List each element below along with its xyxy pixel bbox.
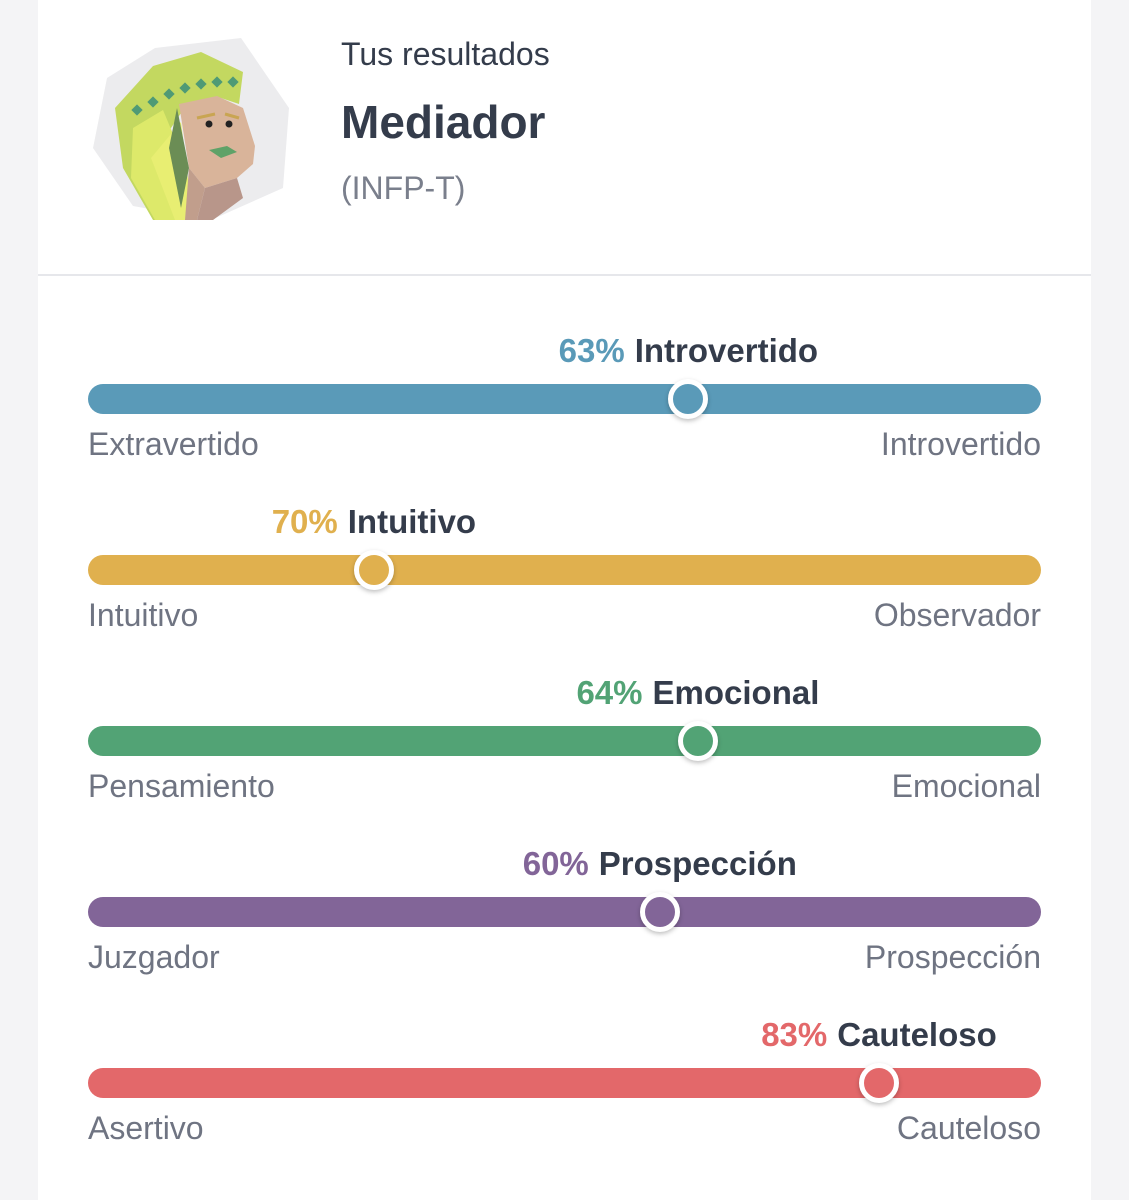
results-subtitle: Tus resultados [341, 36, 550, 72]
trait-identity: 83% Cauteloso Asertivo Cauteloso [88, 1016, 1041, 1156]
trait-bar [88, 897, 1041, 927]
trait-percent: 83% [761, 1016, 828, 1053]
trait-right-label: Cauteloso [896, 1110, 1041, 1146]
trait-knob[interactable] [677, 721, 718, 761]
personality-type-code: (INFP-T) [341, 170, 466, 206]
trait-label: 70% Intuitivo [272, 503, 476, 541]
trait-right-label: Emocional [891, 768, 1041, 804]
trait-percent: 63% [558, 332, 625, 369]
trait-right-label: Prospección [864, 939, 1041, 975]
trait-knob[interactable] [353, 550, 394, 590]
trait-energy: 70% Intuitivo Intuitivo Observador [88, 503, 1041, 643]
mediator-avatar-icon [93, 38, 289, 220]
trait-right-label: Introvertido [880, 426, 1041, 462]
trait-bar [88, 555, 1041, 585]
trait-nature: 64% Emocional Pensamiento Emocional [88, 674, 1041, 814]
trait-left-label: Asertivo [88, 1110, 204, 1146]
trait-bar [88, 726, 1041, 756]
trait-name: Emocional [652, 674, 820, 711]
personality-type-title: Mediador [341, 96, 546, 148]
trait-label: 63% Introvertido [559, 332, 818, 370]
trait-knob[interactable] [858, 1063, 899, 1103]
trait-tactics: 60% Prospección Juzgador Prospección [88, 845, 1041, 985]
trait-right-label: Observador [873, 597, 1041, 633]
trait-left-label: Pensamiento [88, 768, 275, 804]
trait-left-label: Extravertido [88, 426, 259, 462]
trait-label: 64% Emocional [576, 674, 819, 712]
results-header: Tus resultados Mediador (INFP-T) [38, 0, 1091, 276]
trait-knob[interactable] [639, 892, 680, 932]
trait-name: Introvertido [634, 332, 819, 369]
trait-bar [88, 384, 1041, 414]
trait-percent: 60% [522, 845, 589, 882]
trait-label: 83% Cauteloso [761, 1016, 997, 1054]
trait-name: Prospección [598, 845, 797, 882]
trait-label: 60% Prospección [523, 845, 797, 883]
trait-knob[interactable] [668, 379, 709, 419]
trait-left-label: Juzgador [88, 939, 220, 975]
trait-percent: 70% [271, 503, 338, 540]
trait-left-label: Intuitivo [88, 597, 199, 633]
trait-mind: 63% Introvertido Extravertido Introvertid… [88, 332, 1041, 472]
results-card: Tus resultados Mediador (INFP-T) 63% Intr… [38, 0, 1091, 1200]
trait-name: Cauteloso [837, 1016, 997, 1053]
trait-name: Intuitivo [347, 503, 477, 540]
trait-percent: 64% [576, 674, 643, 711]
